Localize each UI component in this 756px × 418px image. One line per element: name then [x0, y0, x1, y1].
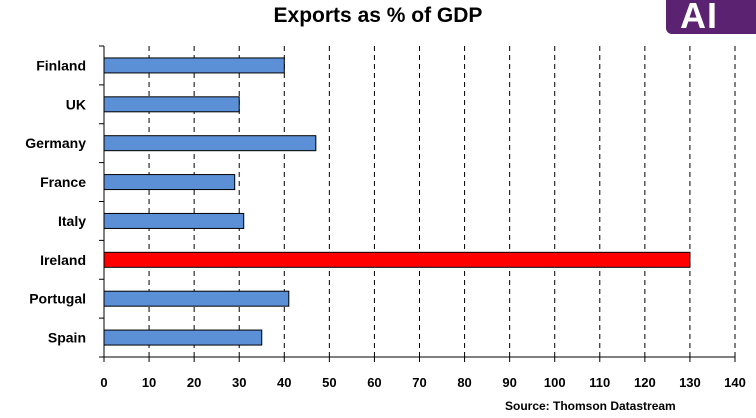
- x-tick-label-8: 80: [457, 375, 471, 390]
- bar-uk: [103, 96, 240, 113]
- category-label-spain: Spain: [48, 330, 86, 346]
- x-tick-label-2: 20: [187, 375, 201, 390]
- x-tick-label-4: 40: [277, 375, 291, 390]
- x-tick-label-10: 100: [544, 375, 566, 390]
- category-label-france: France: [40, 174, 86, 190]
- x-tick-label-13: 130: [679, 375, 701, 390]
- category-label-italy: Italy: [58, 213, 86, 229]
- category-label-germany: Germany: [25, 135, 86, 151]
- bar-france: [103, 174, 236, 191]
- x-tick-label-12: 120: [634, 375, 656, 390]
- brand-logo-text: AI: [680, 0, 718, 34]
- category-label-uk: UK: [66, 96, 86, 112]
- bar-spain: [103, 329, 263, 346]
- bar-finland: [103, 57, 285, 74]
- x-tick-label-0: 0: [100, 375, 107, 390]
- chart-title: Exports as % of GDP: [273, 4, 483, 27]
- x-tick-label-6: 60: [367, 375, 381, 390]
- x-tick-label-5: 50: [322, 375, 336, 390]
- bar-portugal: [103, 290, 290, 307]
- category-label-ireland: Ireland: [40, 252, 86, 268]
- bar-germany: [103, 135, 317, 152]
- category-label-portugal: Portugal: [29, 291, 86, 307]
- x-tick-label-3: 30: [232, 375, 246, 390]
- brand-logo: AI: [666, 0, 756, 34]
- source-note: Source: Thomson Datastream: [505, 399, 676, 413]
- category-label-finland: Finland: [36, 57, 86, 73]
- x-tick-label-1: 10: [142, 375, 156, 390]
- x-tick-label-11: 110: [589, 375, 610, 390]
- bar-italy: [103, 212, 245, 229]
- x-tick-label-14: 140: [724, 375, 746, 390]
- bar-ireland: [103, 251, 691, 268]
- x-tick-label-9: 90: [502, 375, 516, 390]
- x-tick-label-7: 70: [412, 375, 426, 390]
